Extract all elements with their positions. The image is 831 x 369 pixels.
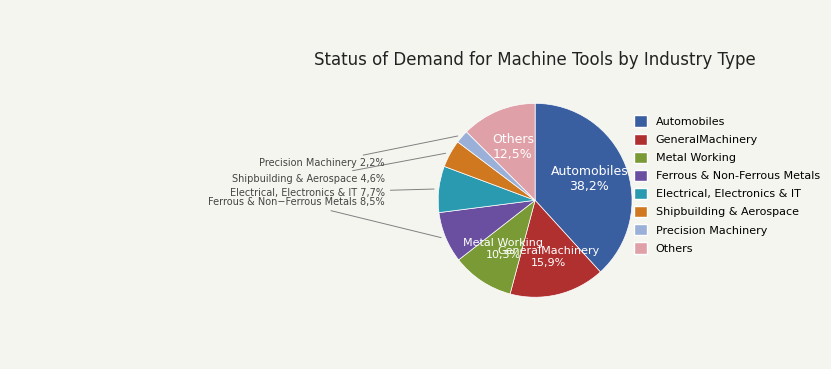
Wedge shape xyxy=(439,200,535,260)
Wedge shape xyxy=(510,200,601,297)
Wedge shape xyxy=(459,200,535,294)
Text: Automobiles
38,2%: Automobiles 38,2% xyxy=(550,165,628,193)
Wedge shape xyxy=(445,142,535,200)
Text: Metal Working
10,3%: Metal Working 10,3% xyxy=(463,238,543,259)
Text: GeneralMachinery
15,9%: GeneralMachinery 15,9% xyxy=(498,246,600,268)
Text: Shipbuilding & Aerospace 4,6%: Shipbuilding & Aerospace 4,6% xyxy=(232,153,445,184)
Wedge shape xyxy=(466,103,535,200)
Text: Precision Machinery 2,2%: Precision Machinery 2,2% xyxy=(259,136,458,169)
Text: Others
12,5%: Others 12,5% xyxy=(492,132,534,161)
Text: Ferrous & Non−Ferrous Metals 8,5%: Ferrous & Non−Ferrous Metals 8,5% xyxy=(209,197,441,238)
Wedge shape xyxy=(458,132,535,200)
Wedge shape xyxy=(535,103,632,272)
Text: Electrical, Electronics & IT 7,7%: Electrical, Electronics & IT 7,7% xyxy=(230,187,434,197)
Legend: Automobiles, GeneralMachinery, Metal Working, Ferrous & Non-Ferrous Metals, Elec: Automobiles, GeneralMachinery, Metal Wor… xyxy=(628,110,825,259)
Wedge shape xyxy=(438,166,535,213)
Title: Status of Demand for Machine Tools by Industry Type: Status of Demand for Machine Tools by In… xyxy=(314,51,756,69)
